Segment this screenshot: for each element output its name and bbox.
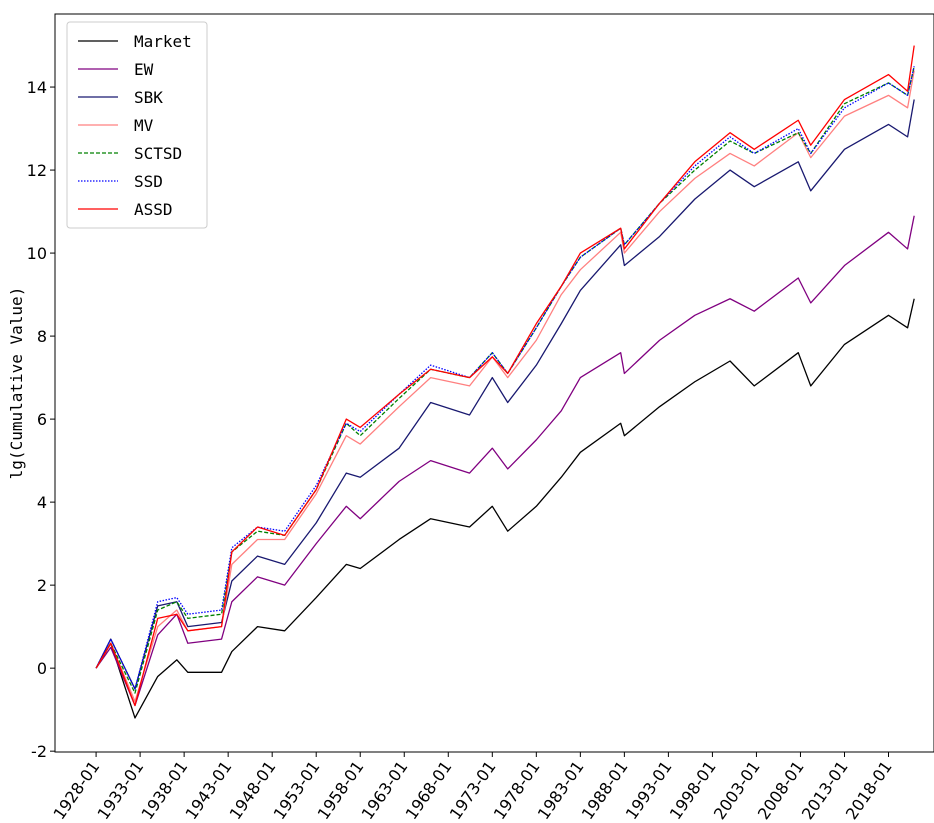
- series-line: [95, 45, 915, 707]
- legend-label: EW: [134, 60, 154, 79]
- legend-label: SBK: [134, 88, 163, 107]
- series-line: [95, 215, 915, 707]
- y-tick-label: 2: [37, 576, 47, 595]
- plot-frame: [54, 13, 934, 753]
- legend-label: Market: [134, 32, 192, 51]
- y-tick-label: -2: [31, 742, 47, 761]
- legend-label: MV: [134, 116, 154, 135]
- y-tick-label: 6: [37, 410, 47, 429]
- series-line: [95, 298, 915, 719]
- series-line: [95, 66, 915, 694]
- series-line: [95, 66, 915, 690]
- legend-label: ASSD: [134, 200, 173, 219]
- y-tick-label: 14: [27, 78, 47, 97]
- y-tick-label: 10: [27, 244, 47, 263]
- y-axis-label: lg(Cumulative Value): [7, 287, 26, 480]
- y-tick-label: 4: [37, 493, 47, 512]
- series-line: [95, 99, 915, 690]
- y-tick-label: 12: [27, 161, 47, 180]
- legend-label: SCTSD: [134, 144, 182, 163]
- y-tick-label: 8: [37, 327, 47, 346]
- legend-box: [66, 21, 208, 229]
- legend-label: SSD: [134, 172, 163, 191]
- y-tick-label: 0: [37, 659, 47, 678]
